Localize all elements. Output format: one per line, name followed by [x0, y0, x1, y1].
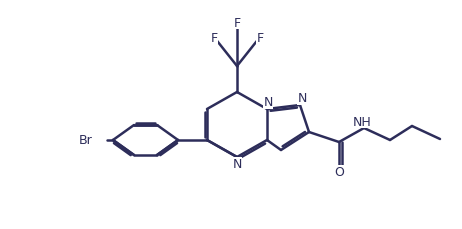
Text: Br: Br	[79, 134, 93, 147]
Text: N: N	[232, 158, 242, 171]
Text: F: F	[233, 16, 241, 29]
Text: N: N	[263, 96, 273, 109]
Text: N: N	[298, 92, 307, 105]
Text: O: O	[334, 166, 344, 179]
Text: NH: NH	[353, 115, 371, 128]
Text: F: F	[210, 31, 218, 44]
Text: F: F	[256, 31, 263, 44]
